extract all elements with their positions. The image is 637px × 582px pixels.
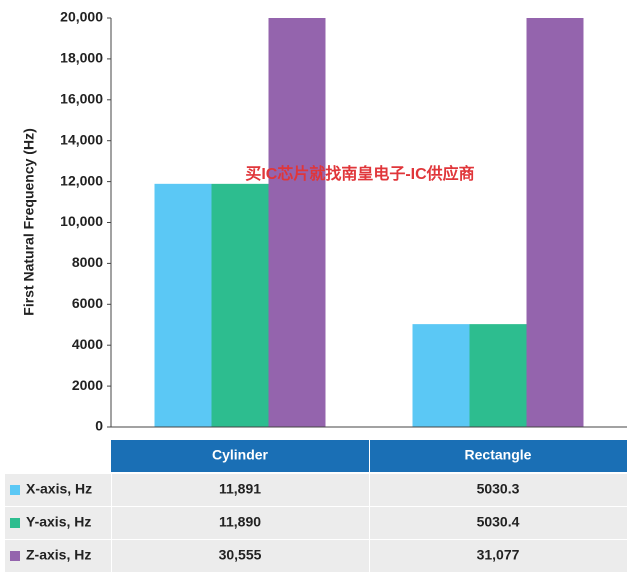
table-header: Cylinder	[212, 447, 269, 463]
bar	[211, 183, 269, 427]
legend-swatch	[10, 551, 20, 561]
legend-swatch	[10, 485, 20, 495]
table-cell	[112, 507, 369, 539]
bar	[526, 18, 584, 427]
legend-label: X-axis, Hz	[26, 481, 92, 497]
table-cell	[5, 474, 111, 506]
table-value: 31,077	[477, 547, 520, 563]
y-tick-label: 2000	[72, 377, 103, 393]
table-cell	[5, 540, 111, 572]
bar	[412, 324, 470, 427]
y-axis-label: First Natural Frequency (Hz)	[21, 128, 37, 315]
table-value: 5030.3	[477, 481, 520, 497]
y-tick-label: 12,000	[60, 172, 103, 188]
legend-label: Z-axis, Hz	[26, 547, 91, 563]
table-cell	[370, 507, 627, 539]
legend-swatch	[10, 518, 20, 528]
y-tick-label: 16,000	[60, 91, 103, 107]
y-tick-label: 4000	[72, 336, 103, 352]
bar	[268, 18, 326, 427]
table-header-cell	[111, 440, 369, 472]
table-cell	[5, 507, 111, 539]
table-header: Rectangle	[465, 447, 532, 463]
table-cell	[370, 474, 627, 506]
y-tick-label: 18,000	[60, 50, 103, 66]
bar	[469, 324, 527, 427]
table-value: 30,555	[219, 547, 262, 563]
bar	[154, 183, 212, 427]
table-value: 11,891	[219, 481, 261, 497]
y-tick-label: 14,000	[60, 131, 103, 147]
y-tick-label: 6000	[72, 295, 103, 311]
y-tick-label: 20,000	[60, 9, 103, 25]
table-cell	[112, 540, 369, 572]
legend-label: Y-axis, Hz	[26, 514, 91, 530]
y-tick-label: 8000	[72, 254, 103, 270]
table-cell	[112, 474, 369, 506]
table-value: 11,890	[219, 514, 261, 530]
table-cell	[370, 540, 627, 572]
y-tick-label: 0	[95, 418, 103, 434]
table-value: 5030.4	[477, 514, 520, 530]
plot-area	[154, 18, 584, 427]
table-header-cell	[370, 440, 627, 472]
y-tick-label: 10,000	[60, 213, 103, 229]
watermark: 买IC芯片就找南皇电子-IC供应商	[245, 164, 474, 183]
